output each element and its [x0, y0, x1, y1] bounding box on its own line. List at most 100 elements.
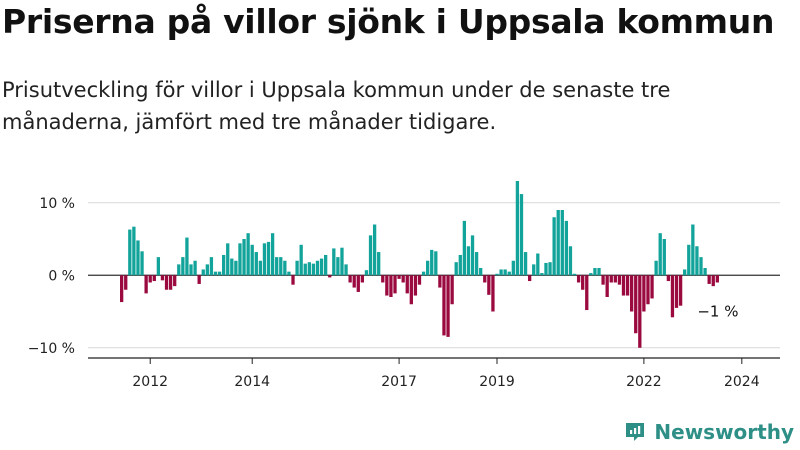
newsworthy-logo-icon [626, 423, 645, 441]
bar [699, 257, 703, 276]
bar [344, 264, 348, 276]
bar [674, 275, 679, 308]
chart-title: Priserna på villor sjönk i Uppsala kommu… [2, 2, 775, 41]
bar [397, 275, 401, 279]
bar [687, 244, 691, 276]
bar [552, 217, 556, 276]
axes: 10 % 0 % −10 % 2012 2014 2017 2019 2022 2024 −1 % [28, 196, 780, 390]
bar [715, 275, 719, 283]
bar [564, 220, 569, 276]
bar [340, 247, 344, 276]
chart-subtitle: Prisutveckling för villor i Uppsala komm… [2, 78, 671, 134]
bar [474, 252, 479, 276]
bar [487, 275, 491, 295]
bar [124, 275, 128, 290]
bar [266, 241, 271, 276]
bar [548, 262, 552, 276]
bar [352, 275, 356, 288]
bar [205, 264, 209, 276]
bar [601, 275, 605, 285]
bar [356, 275, 360, 292]
bar [389, 275, 393, 297]
bar [217, 271, 222, 276]
bar [593, 268, 597, 276]
bar [695, 246, 699, 276]
bar [295, 260, 299, 276]
bar [201, 269, 205, 276]
bar [650, 275, 654, 299]
bar [164, 275, 169, 290]
bar [670, 275, 675, 318]
bar [658, 233, 662, 276]
bar [572, 273, 577, 276]
bar [132, 226, 136, 276]
bar [609, 275, 613, 283]
bar [307, 262, 311, 276]
bar [544, 262, 548, 276]
bar [364, 270, 369, 276]
bar [173, 275, 177, 287]
bar [462, 220, 467, 276]
bar [144, 275, 148, 294]
bar [242, 239, 246, 276]
x-tick-label: 2022 [626, 374, 662, 390]
x-tick-label: 2012 [132, 374, 168, 390]
bar [683, 269, 687, 276]
x-tick-label: 2014 [234, 374, 270, 390]
bar [617, 275, 622, 285]
bar [140, 251, 144, 276]
bar [303, 263, 307, 276]
last-value-label: −1 % [697, 303, 738, 321]
bar [483, 275, 487, 283]
bar [275, 257, 279, 276]
bar [372, 224, 377, 276]
bar [226, 243, 230, 276]
bar [279, 257, 283, 276]
bar [621, 275, 626, 296]
bar [368, 235, 373, 276]
bar [470, 235, 475, 276]
bar [311, 263, 316, 276]
bar [426, 260, 430, 276]
bar [160, 275, 165, 281]
bar [528, 275, 532, 282]
bar [421, 271, 426, 276]
bar-series [120, 181, 719, 348]
bar [466, 246, 471, 276]
bar [348, 275, 352, 283]
bar [630, 275, 634, 312]
bar [511, 260, 515, 276]
bar [291, 275, 295, 285]
bar [430, 249, 434, 276]
bar [168, 275, 173, 290]
bar [495, 273, 499, 276]
bar [230, 258, 234, 276]
bar [438, 275, 442, 288]
bar [589, 273, 593, 276]
bar [556, 210, 560, 276]
bar [287, 271, 291, 276]
y-tick-label: 0 % [48, 268, 75, 284]
bar [442, 275, 446, 336]
bar [519, 194, 524, 276]
bar [156, 257, 161, 276]
bar [120, 275, 124, 303]
bar [625, 275, 630, 296]
bar [193, 260, 197, 276]
bar [634, 275, 638, 334]
bar [662, 239, 666, 276]
bar [246, 233, 250, 276]
x-tick-label: 2019 [479, 374, 515, 390]
bar [711, 275, 715, 287]
bar [458, 254, 462, 276]
bar [128, 229, 132, 276]
bar [515, 181, 520, 276]
bar [613, 275, 617, 283]
x-tick-label: 2017 [381, 374, 417, 390]
bar [185, 237, 189, 276]
bar [413, 275, 418, 296]
bar [328, 275, 332, 278]
bar [491, 275, 495, 312]
bar [319, 258, 324, 276]
